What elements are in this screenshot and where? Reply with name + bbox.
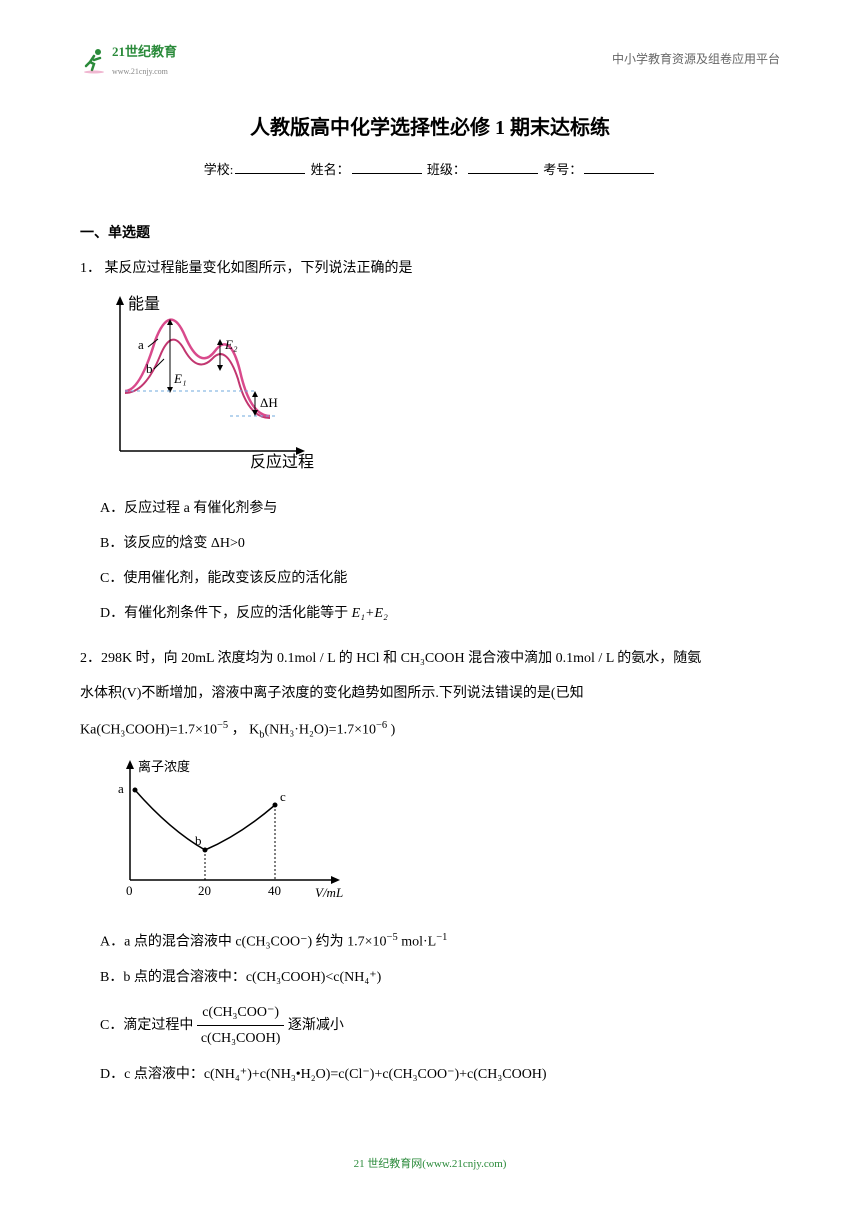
page-footer: 21 世纪教育网(www.21cnjy.com) bbox=[80, 1147, 780, 1175]
student-info-line: 学校: 姓名： 班级： 考号： bbox=[80, 158, 780, 181]
y-axis-label: 能量 bbox=[128, 295, 160, 313]
q2-option-a[interactable]: A．a 点的混合溶液中 c(CH₃COO⁻) 约为 1.7×10−5 mol·L… bbox=[100, 929, 780, 955]
q1-optD-pre: D．有催化剂条件下，反应的活化能等于 bbox=[100, 606, 352, 621]
q2-p1: 298K 时，向 20mL 浓度均为 0.1mol / L 的 HCl 和 CH… bbox=[101, 651, 701, 666]
q1-option-b[interactable]: B．该反应的焓变 ΔH>0 bbox=[100, 531, 780, 556]
logo-url: www.21cnjy.com bbox=[112, 65, 177, 79]
q2-curve bbox=[135, 790, 275, 850]
class-label: 班级： bbox=[427, 162, 466, 177]
logo-text: 21世纪教育 bbox=[112, 44, 177, 59]
q1-option-d[interactable]: D．有催化剂条件下，反应的活化能等于 E₁+E₂ bbox=[100, 601, 780, 626]
q2-option-c[interactable]: C．滴定过程中 c(CH₃COO⁻) c(CH₃COOH) 逐渐减小 bbox=[100, 1000, 780, 1051]
q1-num: 1． bbox=[80, 261, 101, 276]
q2-optA-post: mol·L bbox=[398, 935, 437, 950]
q1-text: 1． 某反应过程能量变化如图所示，下列说法正确的是 bbox=[80, 256, 780, 281]
question-1: 1． 某反应过程能量变化如图所示，下列说法正确的是 能量 反应过程 a b E₁… bbox=[80, 256, 780, 626]
page-title: 人教版高中化学选择性必修 1 期末达标练 bbox=[80, 110, 780, 146]
ka-exp: −5 bbox=[217, 720, 228, 731]
label-E1: E₁ bbox=[173, 371, 186, 386]
q2-x0: 0 bbox=[126, 883, 133, 898]
q2-pt-a: a bbox=[118, 781, 124, 796]
q2-x20: 20 bbox=[198, 883, 211, 898]
page-header: 21世纪教育 www.21cnjy.com 中小学教育资源及组卷应用平台 bbox=[80, 40, 780, 80]
q2-optA-exp2: −1 bbox=[436, 932, 447, 943]
ka-pre: Ka(CH₃COOH)=1.7×10 bbox=[80, 722, 217, 737]
question-2: 2．298K 时，向 20mL 浓度均为 0.1mol / L 的 HCl 和 … bbox=[80, 646, 780, 1087]
name-label: 姓名： bbox=[311, 162, 350, 177]
logo: 21世纪教育 www.21cnjy.com bbox=[80, 40, 177, 80]
q2-pt-b: b bbox=[195, 833, 202, 848]
q2-optC-pre: C．滴定过程中 bbox=[100, 1018, 193, 1033]
q1-option-a[interactable]: A．反应过程 a 有催化剂参与 bbox=[100, 496, 780, 521]
q2-num: 2． bbox=[80, 651, 101, 666]
x-axis-label: 反应过程 bbox=[250, 452, 314, 471]
q1-option-c[interactable]: C．使用催化剂，能改变该反应的活化能 bbox=[100, 566, 780, 591]
frac-top: c(CH₃COO⁻) bbox=[197, 1000, 285, 1026]
school-label: 学校: bbox=[204, 162, 234, 177]
name-blank[interactable] bbox=[352, 173, 422, 174]
kb-mid: (NH₃·H₂O)=1.7×10 bbox=[264, 722, 375, 737]
id-blank[interactable] bbox=[584, 173, 654, 174]
q2-optA-pre: A．a 点的混合溶液中 c(CH₃COO⁻) 约为 1.7×10 bbox=[100, 935, 387, 950]
q2-option-b[interactable]: B．b 点的混合溶液中：c(CH₃COOH)<c(NH₄⁺) bbox=[100, 965, 780, 990]
q2-concentration-diagram: 离子浓度 V/mL a b c 0 20 40 bbox=[100, 755, 780, 914]
q2-optA-exp: −5 bbox=[387, 932, 398, 943]
frac-bot: c(CH₃COOH) bbox=[197, 1026, 285, 1051]
q2-y-label: 离子浓度 bbox=[138, 759, 190, 774]
ka-mid: ， K bbox=[228, 722, 259, 737]
q2-p2: 水体积(V)不断增加，溶液中离子浓度的变化趋势如图所示.下列说法错误的是(已知 bbox=[80, 681, 780, 706]
school-blank[interactable] bbox=[235, 173, 305, 174]
kb-end: ) bbox=[387, 722, 395, 737]
q2-optC-post: 逐渐减小 bbox=[288, 1018, 344, 1033]
label-b: b bbox=[146, 361, 153, 376]
label-dH: ΔH bbox=[260, 395, 278, 410]
q2-x40: 40 bbox=[268, 883, 281, 898]
q2-option-d[interactable]: D．c 点溶液中：c(NH₄⁺)+c(NH₃•H₂O)=c(Cl⁻)+c(CH₃… bbox=[100, 1062, 780, 1087]
id-label: 考号： bbox=[543, 162, 582, 177]
kb-exp: −6 bbox=[376, 720, 387, 731]
label-E2: E₂ bbox=[224, 337, 238, 352]
class-blank[interactable] bbox=[468, 173, 538, 174]
q1-energy-diagram: 能量 反应过程 a b E₁ E₂ ΔH bbox=[100, 291, 780, 480]
section-1-header: 一、单选题 bbox=[80, 221, 780, 246]
label-a: a bbox=[138, 337, 144, 352]
header-right-text: 中小学教育资源及组卷应用平台 bbox=[612, 49, 780, 71]
curve-b bbox=[125, 340, 270, 418]
q2-optC-fraction: c(CH₃COO⁻) c(CH₃COOH) bbox=[197, 1000, 285, 1051]
q1-body: 某反应过程能量变化如图所示，下列说法正确的是 bbox=[105, 261, 413, 276]
q2-pt-c: c bbox=[280, 789, 286, 804]
runner-icon bbox=[80, 46, 108, 74]
q1-optD-formula: E₁+E₂ bbox=[352, 606, 388, 621]
q2-x-label: V/mL bbox=[315, 885, 343, 900]
q2-constants: Ka(CH₃COOH)=1.7×10−5 ， Kb(NH₃·H₂O)=1.7×1… bbox=[80, 717, 780, 745]
q2-text: 2．298K 时，向 20mL 浓度均为 0.1mol / L 的 HCl 和 … bbox=[80, 646, 780, 671]
